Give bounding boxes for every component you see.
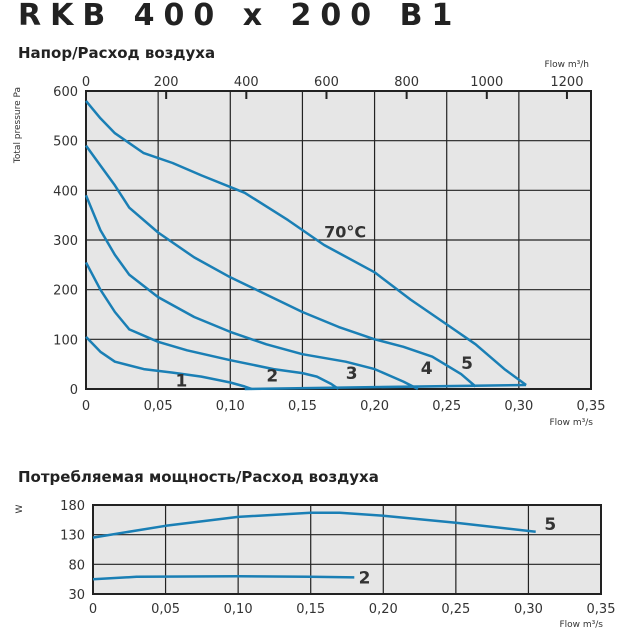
chart2-xtick-label: 0,15 <box>296 602 325 617</box>
chart1-series-4-line <box>84 144 477 388</box>
chart1-ytick-label: 300 <box>53 234 78 249</box>
chart1-xtick-label: 0,30 <box>504 399 533 414</box>
chart1-series-3-line <box>84 194 419 391</box>
chart1-x2tick-label: 200 <box>154 75 179 90</box>
chart2-ylabel: W <box>15 504 25 513</box>
chart1-xtick-label: 0,20 <box>360 399 389 414</box>
chart1-ylabel: Total pressure Pa <box>13 87 23 164</box>
chart1-ytick-label: 100 <box>53 333 78 348</box>
chart1-series-label-2: 2 <box>266 367 278 387</box>
chart2-ytick-label: 30 <box>68 588 85 603</box>
chart2-xlabel: Flow m³/s <box>559 620 603 630</box>
chart2-ytick-label: 130 <box>60 529 85 544</box>
chart1-xtick-label: 0,35 <box>577 399 606 414</box>
chart1-series-label-4: 4 <box>421 359 433 379</box>
chart1-ytick-label: 0 <box>70 383 78 398</box>
chart1-ytick-label: 400 <box>53 184 78 199</box>
chart2-series-2-line <box>92 574 355 581</box>
chart1-xtick-label: 0 <box>82 399 90 414</box>
chart1-series-baseline-line <box>244 383 527 391</box>
chart1-series-label-3: 3 <box>346 364 358 384</box>
chart1-x2tick-label: 0 <box>82 75 90 90</box>
chart1-series-5-line <box>85 100 527 387</box>
chart2-xtick-label: 0 <box>89 602 97 617</box>
chart2-series-label-2: 2 <box>359 568 371 588</box>
chart1-ytick-label: 500 <box>53 135 78 150</box>
chart2-series-5-line <box>92 511 536 539</box>
chart1-title: Напор/Расход воздуха <box>18 44 216 62</box>
chart2-ytick-label: 180 <box>60 499 85 514</box>
chart1-xtick-label: 0,15 <box>288 399 317 414</box>
chart1-series-1-line <box>85 336 253 391</box>
chart2-xtick-label: 0,30 <box>514 602 543 617</box>
chart1-annotation: 70°C <box>324 223 366 242</box>
chart2-xtick-label: 0,05 <box>151 602 180 617</box>
chart1-series-2-line <box>84 261 340 391</box>
chart2-plot-area <box>92 504 602 595</box>
chart2-xtick-label: 0,10 <box>224 602 253 617</box>
chart1-ytick-label: 200 <box>53 284 78 299</box>
page-title: RKB 400 x 200 B1 <box>18 0 462 33</box>
chart1-x2tick-label: 400 <box>234 75 259 90</box>
chart1-series-label-1: 1 <box>175 372 187 392</box>
chart2-xtick-label: 0,35 <box>587 602 616 617</box>
chart1-x2tick-label: 800 <box>394 75 419 90</box>
chart2-title: Потребляемая мощность/Расход воздуха <box>18 468 379 486</box>
chart2-xtick-label: 0,25 <box>441 602 470 617</box>
chart1-xtick-label: 0,10 <box>216 399 245 414</box>
chart1-series-label-5: 5 <box>461 354 473 374</box>
chart1-x2tick-label: 1000 <box>470 75 503 90</box>
chart1-xtick-label: 0,05 <box>144 399 173 414</box>
chart2-series-label-5: 5 <box>544 515 556 535</box>
chart1-x2tick-label: 1200 <box>550 75 583 90</box>
chart2-ytick-label: 80 <box>68 558 85 573</box>
chart1-xtick-label: 0,25 <box>432 399 461 414</box>
chart1-x2label: Flow m³/h <box>544 60 589 70</box>
chart2-xtick-label: 0,20 <box>369 602 398 617</box>
chart1-xlabel: Flow m³/s <box>549 418 593 428</box>
chart1-ytick-label: 600 <box>53 85 78 100</box>
chart1-x2tick-label: 600 <box>314 75 339 90</box>
